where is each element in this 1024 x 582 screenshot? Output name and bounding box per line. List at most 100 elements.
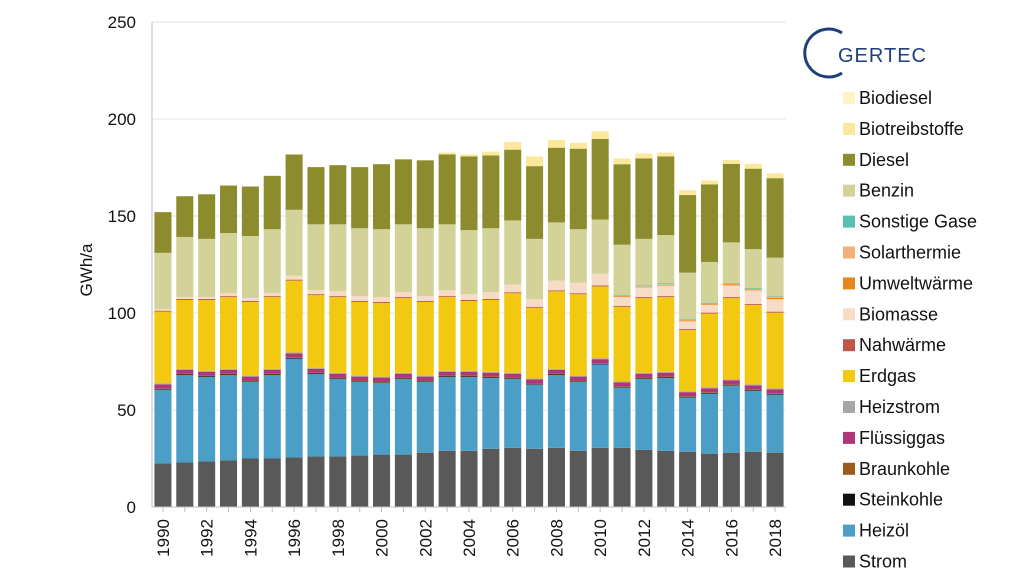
- bar-segment: [700, 313, 719, 388]
- bar-segment: [263, 296, 281, 298]
- bar-segment: [460, 450, 478, 507]
- legend-swatch: [843, 462, 855, 475]
- legend-swatch: [843, 339, 855, 352]
- bar-segment: [569, 450, 587, 507]
- bar-segment: [263, 293, 281, 297]
- bar-segment: [176, 236, 194, 298]
- legend-swatch: [843, 246, 855, 259]
- bar-segment: [679, 319, 697, 321]
- bar-segment: [416, 228, 434, 297]
- bar-segment: [635, 372, 653, 374]
- bar-segment: [176, 374, 194, 376]
- legend-label: Heizöl: [859, 521, 909, 541]
- bar-segment: [591, 286, 609, 359]
- bar-segment: [416, 452, 434, 507]
- bar-segment: [482, 292, 500, 300]
- bar-segment: [679, 319, 697, 320]
- bar-segment: [744, 288, 762, 290]
- bar-segment: [635, 449, 653, 507]
- bar-segment: [744, 168, 762, 250]
- bar-segment: [766, 173, 784, 179]
- bar-segment: [504, 373, 522, 378]
- bar-segment: [635, 378, 653, 379]
- bar-segment: [241, 235, 259, 299]
- bar-segment: [307, 368, 325, 373]
- bar-segment: [373, 376, 391, 378]
- x-tick-label: 2006: [504, 519, 523, 557]
- legend-swatch: [843, 277, 855, 290]
- bar-segment: [766, 393, 784, 395]
- bar-segment: [416, 375, 434, 377]
- bar-segment: [766, 394, 784, 453]
- bar-segment: [766, 257, 784, 297]
- legend-label: Umweltwärme: [859, 273, 973, 293]
- bar-segment: [679, 329, 697, 331]
- legend-label: Biotreibstoffe: [859, 119, 964, 139]
- bar-segment: [351, 296, 369, 301]
- bar-segment: [526, 238, 544, 300]
- bar-segment: [241, 381, 259, 382]
- bar-segment: [394, 159, 412, 225]
- bar-segment: [219, 185, 238, 234]
- bar-segment: [373, 454, 391, 507]
- bar-segment: [679, 451, 697, 507]
- bar-segment: [438, 376, 456, 378]
- bar-segment: [679, 190, 697, 196]
- bar-segment: [285, 358, 303, 359]
- bar-segment: [766, 297, 784, 298]
- bar-segment: [285, 209, 303, 276]
- bar-segment: [373, 381, 391, 383]
- bar-segment: [504, 141, 522, 150]
- bar-segment: [329, 165, 347, 225]
- bar-segment: [198, 238, 216, 298]
- bar-segment: [460, 376, 478, 378]
- bar-segment: [307, 167, 325, 225]
- bar-segment: [504, 372, 522, 374]
- bar-segment: [569, 293, 587, 295]
- y-tick-label: 150: [108, 207, 136, 226]
- bar-segment: [657, 283, 675, 285]
- bar-segment: [307, 294, 325, 296]
- bar-segment: [176, 462, 194, 507]
- bar-segment: [613, 164, 631, 245]
- bar-segment: [416, 300, 434, 302]
- bar-segment: [329, 224, 347, 292]
- bar-segment: [438, 154, 456, 225]
- bar-segment: [700, 453, 719, 507]
- bar-segment: [460, 375, 478, 377]
- x-tick-label: 1996: [285, 519, 304, 557]
- bar-segment: [351, 301, 369, 376]
- bar-segment: [504, 377, 522, 379]
- bar-segment: [547, 373, 565, 375]
- bar-segment: [766, 178, 784, 258]
- bar-segment: [569, 294, 587, 376]
- bar-segment: [176, 373, 194, 375]
- bar-segment: [329, 372, 347, 374]
- bar-segment: [219, 369, 238, 374]
- bar-segment: [613, 386, 631, 388]
- bar-segment: [504, 378, 522, 448]
- bar-segment: [285, 154, 303, 210]
- bar-segment: [744, 304, 762, 385]
- bar-segment: [591, 285, 609, 287]
- bar-segment: [394, 297, 412, 299]
- bar-segment: [416, 296, 434, 301]
- legend: Biodiesel Biotreibstoffe Diesel Benzin Sonst…: [843, 88, 977, 572]
- bar-segment: [547, 139, 565, 148]
- bar-segment: [657, 152, 675, 157]
- bar-segment: [219, 460, 238, 507]
- y-tick-label: 50: [117, 401, 136, 420]
- bar-segment: [373, 164, 391, 230]
- bar-segment: [438, 290, 456, 297]
- bar-segment: [285, 275, 303, 280]
- bar-segment: [613, 381, 631, 383]
- bar-segment: [482, 228, 500, 293]
- legend-swatch: [843, 370, 855, 383]
- bar-segment: [526, 166, 544, 239]
- bar-segment: [263, 369, 281, 374]
- bar-segment: [569, 381, 587, 451]
- y-tick-label: 0: [127, 498, 136, 517]
- bar-segment: [657, 296, 675, 298]
- bar-segment: [722, 380, 740, 385]
- x-tick-label: 2016: [722, 519, 741, 557]
